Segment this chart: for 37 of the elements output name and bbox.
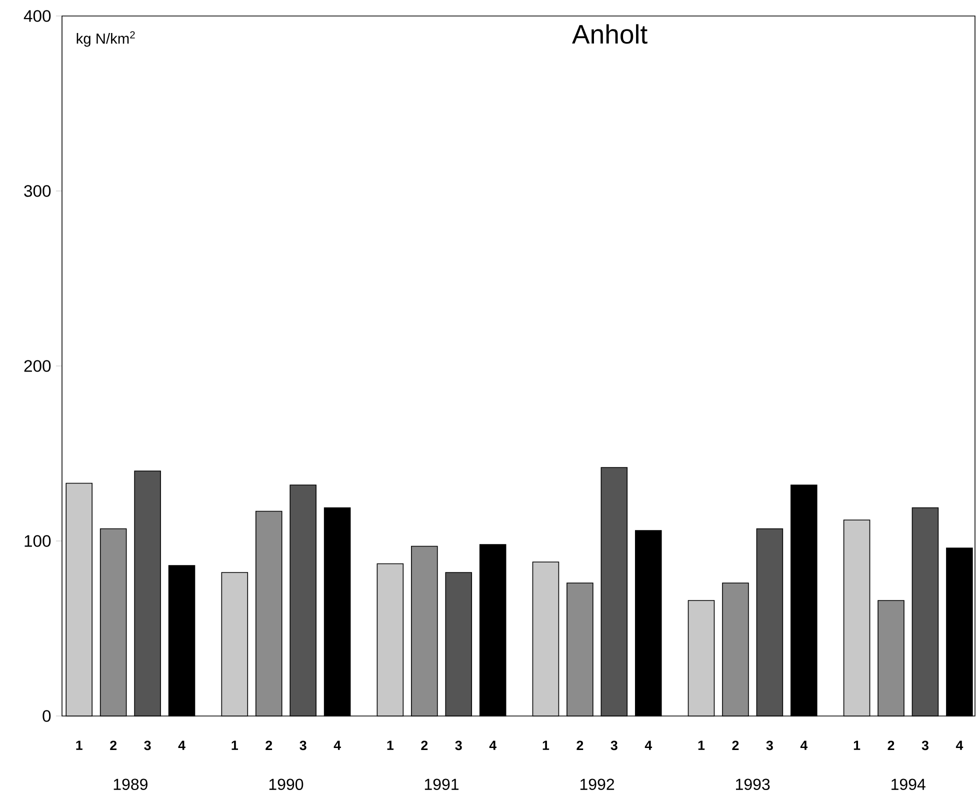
text: 3 (300, 740, 306, 750)
y-tick-label: 300 (24, 185, 51, 197)
text: 4 (956, 740, 964, 750)
text: 4 (489, 740, 496, 750)
x-tick-label: 1994 (892, 778, 926, 790)
x-tick-label: 1990 (269, 778, 304, 790)
text: 3 (455, 740, 462, 750)
text: 1 (232, 740, 238, 750)
text: 2 (576, 740, 584, 750)
series-label: 4 (178, 740, 186, 750)
text: 4 (800, 740, 808, 750)
x-tick-label: 1989 (114, 778, 148, 790)
y-tick-label: 400 (24, 10, 51, 22)
series-label: 1 (76, 740, 82, 750)
chart-title: Anholt (572, 24, 648, 44)
text: 3 (610, 740, 618, 750)
y-tick-label: 200 (24, 360, 51, 372)
y-tick-label: 0 (42, 710, 51, 722)
text: 2 (732, 740, 739, 750)
text: 2 (888, 740, 894, 750)
series-label: 3 (144, 740, 151, 750)
x-tick-label: 1991 (424, 778, 459, 790)
text: 1 (542, 740, 550, 750)
series-label: 2 (110, 740, 117, 750)
text: 4 (334, 740, 341, 750)
y-tick-label: 100 (24, 535, 51, 547)
y-axis-title: kg N/km$^{2}$ (76, 31, 135, 47)
text: 2 (421, 740, 428, 750)
text: 1 (387, 740, 394, 750)
text: 1 (698, 740, 705, 750)
text: 2 (266, 740, 272, 750)
text: 3 (766, 740, 773, 750)
x-tick-label: 1992 (580, 778, 614, 790)
text: 4 (644, 740, 652, 750)
text: 1 (854, 740, 860, 750)
x-tick-label: 1993 (736, 778, 770, 790)
text: 3 (922, 740, 928, 750)
